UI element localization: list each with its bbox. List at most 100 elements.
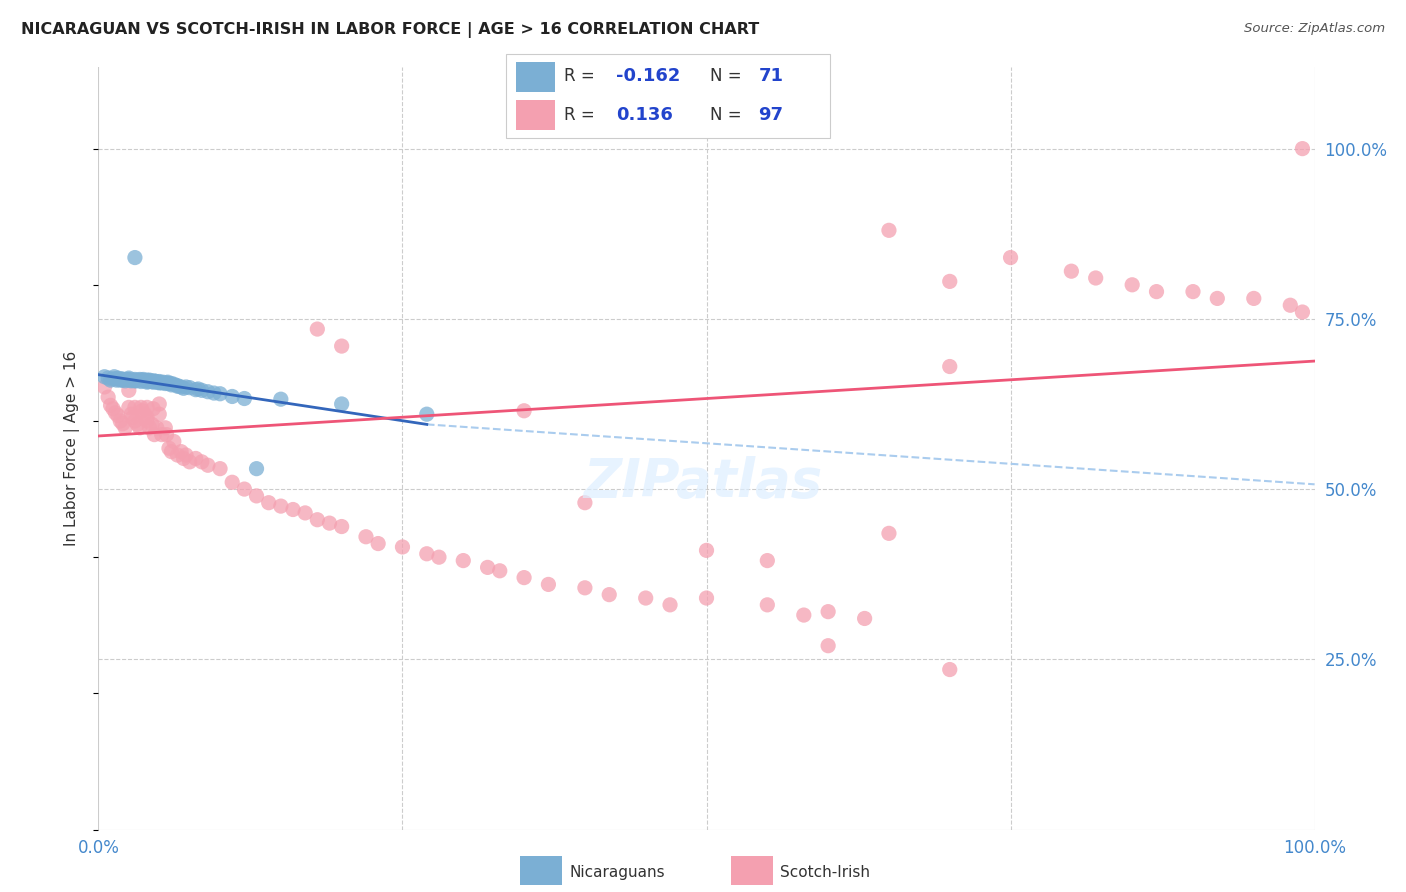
Point xyxy=(1182,285,1205,299)
Point xyxy=(121,410,143,425)
Point xyxy=(939,663,962,677)
Point xyxy=(110,414,132,428)
Point xyxy=(163,377,186,392)
Point xyxy=(139,374,162,388)
Point xyxy=(155,421,177,435)
Point xyxy=(129,375,152,389)
Point xyxy=(105,372,128,386)
Point xyxy=(939,359,962,374)
Text: 0.136: 0.136 xyxy=(616,105,673,123)
Point xyxy=(877,526,900,541)
Point xyxy=(427,550,450,565)
Point xyxy=(191,384,214,398)
Point xyxy=(197,384,219,399)
Point xyxy=(157,442,180,455)
Point xyxy=(1206,292,1229,306)
Point xyxy=(817,605,839,619)
Point xyxy=(817,639,839,653)
Point xyxy=(111,373,134,387)
Point xyxy=(97,390,120,404)
Point xyxy=(128,372,150,386)
Point xyxy=(233,392,256,406)
Point xyxy=(160,378,183,392)
Point xyxy=(270,392,292,407)
Point xyxy=(1060,264,1083,278)
Point xyxy=(157,376,180,391)
Point xyxy=(148,376,170,390)
Text: Source: ZipAtlas.com: Source: ZipAtlas.com xyxy=(1244,22,1385,36)
Point xyxy=(138,421,160,435)
Point xyxy=(696,543,718,558)
Point xyxy=(202,386,225,401)
Point xyxy=(134,374,156,388)
Point xyxy=(939,274,962,288)
Point xyxy=(138,373,160,387)
Point xyxy=(318,516,340,530)
Point xyxy=(100,398,122,412)
Point xyxy=(120,374,142,388)
Point xyxy=(111,417,134,431)
Point xyxy=(221,475,243,490)
Point xyxy=(354,530,377,544)
Point xyxy=(257,496,280,510)
Point xyxy=(756,553,779,567)
Text: 71: 71 xyxy=(758,68,783,86)
Point xyxy=(132,372,155,386)
Point xyxy=(574,581,596,595)
Point xyxy=(174,448,197,462)
Point xyxy=(156,375,179,389)
Point xyxy=(174,380,197,394)
Point xyxy=(97,371,120,385)
Text: NICARAGUAN VS SCOTCH-IRISH IN LABOR FORCE | AGE > 16 CORRELATION CHART: NICARAGUAN VS SCOTCH-IRISH IN LABOR FORC… xyxy=(21,22,759,38)
Point xyxy=(155,376,177,391)
Point xyxy=(136,373,159,387)
Point xyxy=(209,461,232,475)
Point xyxy=(110,372,132,386)
Point xyxy=(143,427,166,442)
Point xyxy=(221,389,243,403)
Point xyxy=(118,384,141,398)
Point xyxy=(307,322,329,336)
Point xyxy=(110,373,132,387)
Point xyxy=(146,375,169,389)
Text: ZIPatlas: ZIPatlas xyxy=(583,456,823,508)
Point xyxy=(245,489,267,503)
Point xyxy=(793,608,815,623)
FancyBboxPatch shape xyxy=(506,54,830,138)
Point xyxy=(1279,298,1302,312)
Point xyxy=(1291,305,1313,319)
Point xyxy=(134,407,156,421)
Point xyxy=(160,444,183,458)
Point xyxy=(696,591,718,605)
Point xyxy=(93,369,115,384)
Point xyxy=(136,414,159,428)
Point xyxy=(142,375,165,389)
Point xyxy=(118,372,141,386)
Point xyxy=(166,378,188,392)
Point xyxy=(114,374,136,388)
Point xyxy=(155,427,177,442)
Point xyxy=(598,588,620,602)
Point xyxy=(148,375,170,389)
Point xyxy=(1291,142,1313,156)
Point xyxy=(756,598,779,612)
Point xyxy=(121,373,143,387)
Point xyxy=(115,372,138,386)
Point xyxy=(160,376,183,391)
Point xyxy=(574,496,596,510)
Point xyxy=(104,406,127,420)
Point xyxy=(118,373,141,387)
Point xyxy=(125,374,148,388)
Point xyxy=(170,444,193,458)
Text: R =: R = xyxy=(564,105,595,123)
Point xyxy=(191,455,214,469)
Point xyxy=(101,401,124,416)
Point xyxy=(93,380,115,394)
Point xyxy=(173,381,195,395)
Point xyxy=(131,373,153,387)
Point xyxy=(391,540,413,554)
Point xyxy=(367,536,389,550)
Point xyxy=(101,372,124,386)
Point xyxy=(145,375,167,389)
Point xyxy=(124,373,146,387)
